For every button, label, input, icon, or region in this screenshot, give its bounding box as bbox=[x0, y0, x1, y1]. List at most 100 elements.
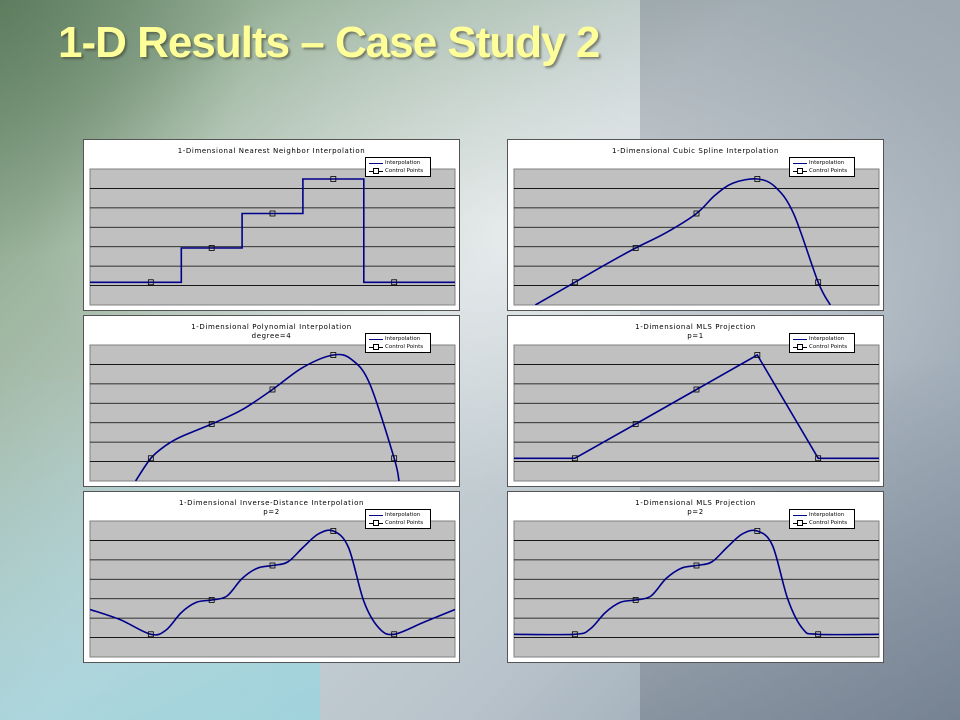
control-point-marker bbox=[147, 455, 154, 462]
chart-svg bbox=[513, 344, 880, 482]
control-point-marker bbox=[693, 386, 700, 393]
chart-svg bbox=[513, 168, 880, 306]
legend-label: Control Points bbox=[809, 168, 848, 174]
plot-area bbox=[89, 344, 456, 482]
control-point-marker bbox=[330, 528, 337, 534]
control-point-marker bbox=[269, 386, 276, 393]
legend-item-interpolation: Interpolation bbox=[369, 511, 427, 519]
chart-panel-mls1: 1-Dimensional MLS Projection p=1 Interpola… bbox=[507, 315, 884, 487]
chart-panel-inverse: 1-Dimensional Inverse-Distance Interpola… bbox=[83, 491, 460, 663]
slide-title: 1-D Results – Case Study 2 bbox=[58, 18, 600, 67]
chart-svg bbox=[89, 344, 456, 482]
control-point-marker bbox=[391, 279, 398, 286]
control-point-marker bbox=[391, 631, 398, 638]
chart-svg bbox=[513, 520, 880, 658]
control-point-marker bbox=[330, 352, 337, 358]
legend-marker-icon bbox=[793, 520, 807, 526]
chart-legend: Interpolation Control Points bbox=[789, 157, 855, 177]
legend-item-interpolation: Interpolation bbox=[793, 335, 851, 343]
chart-panel-nearest: 1-Dimensional Nearest Neighbor Interpola… bbox=[83, 139, 460, 311]
legend-label: Interpolation bbox=[385, 160, 421, 166]
chart-title: 1-Dimensional Cubic Spline Interpolation bbox=[612, 147, 779, 155]
interpolation-line bbox=[534, 178, 832, 305]
chart-panel-polynomial: 1-Dimensional Polynomial Interpolation de… bbox=[83, 315, 460, 487]
legend-item-interpolation: Interpolation bbox=[369, 335, 427, 343]
legend-label: Interpolation bbox=[809, 512, 845, 518]
chart-subtitle: p=2 bbox=[687, 508, 704, 516]
plot-area bbox=[513, 520, 880, 658]
plot-area bbox=[513, 344, 880, 482]
chart-panel-cubic: 1-Dimensional Cubic Spline Interpolation… bbox=[507, 139, 884, 311]
legend-line-icon bbox=[369, 514, 383, 516]
control-point-marker bbox=[571, 455, 578, 462]
control-point-marker bbox=[815, 631, 822, 638]
control-point-marker bbox=[208, 245, 215, 251]
legend-label: Interpolation bbox=[385, 512, 421, 518]
control-point-marker bbox=[147, 279, 154, 286]
legend-item-control-points: Control Points bbox=[793, 167, 851, 175]
legend-label: Interpolation bbox=[809, 160, 845, 166]
chart-subtitle: p=2 bbox=[263, 508, 280, 516]
legend-line-icon bbox=[793, 162, 807, 164]
legend-label: Interpolation bbox=[385, 336, 421, 342]
legend-marker-icon bbox=[793, 344, 807, 350]
legend-line-icon bbox=[369, 338, 383, 340]
legend-label: Control Points bbox=[385, 168, 424, 174]
legend-marker-icon bbox=[369, 344, 383, 350]
chart-subtitle: p=1 bbox=[687, 332, 704, 340]
chart-legend: Interpolation Control Points bbox=[789, 333, 855, 353]
legend-label: Interpolation bbox=[809, 336, 845, 342]
control-point-marker bbox=[754, 352, 761, 358]
chart-title: 1-Dimensional Inverse-Distance Interpola… bbox=[179, 499, 364, 507]
legend-marker-icon bbox=[793, 168, 807, 174]
control-point-marker bbox=[208, 421, 215, 427]
legend-item-control-points: Control Points bbox=[369, 343, 427, 351]
legend-marker-icon bbox=[369, 520, 383, 526]
plot-area bbox=[513, 168, 880, 306]
control-point-marker bbox=[632, 597, 639, 603]
legend-label: Control Points bbox=[809, 344, 848, 350]
chart-svg bbox=[89, 168, 456, 306]
legend-item-interpolation: Interpolation bbox=[793, 159, 851, 167]
plot-area bbox=[89, 520, 456, 658]
legend-label: Control Points bbox=[385, 520, 424, 526]
legend-item-control-points: Control Points bbox=[793, 519, 851, 527]
legend-item-interpolation: Interpolation bbox=[369, 159, 427, 167]
control-point-marker bbox=[693, 562, 700, 569]
chart-title: 1-Dimensional MLS Projection bbox=[635, 499, 756, 507]
chart-subtitle: degree=4 bbox=[251, 332, 292, 340]
interpolation-line bbox=[514, 529, 879, 636]
legend-item-control-points: Control Points bbox=[793, 343, 851, 351]
control-point-marker bbox=[147, 631, 154, 638]
interpolation-line bbox=[90, 529, 455, 636]
control-point-marker bbox=[269, 210, 276, 217]
legend-item-control-points: Control Points bbox=[369, 167, 427, 175]
legend-item-control-points: Control Points bbox=[369, 519, 427, 527]
chart-legend: Interpolation Control Points bbox=[365, 157, 431, 177]
legend-line-icon bbox=[793, 338, 807, 340]
legend-marker-icon bbox=[369, 168, 383, 174]
control-point-marker bbox=[754, 176, 761, 182]
control-point-marker bbox=[391, 455, 398, 462]
chart-svg bbox=[89, 520, 456, 658]
legend-line-icon bbox=[793, 514, 807, 516]
chart-legend: Interpolation Control Points bbox=[789, 509, 855, 529]
control-point-marker bbox=[571, 631, 578, 638]
control-point-marker bbox=[815, 455, 822, 462]
control-point-marker bbox=[330, 176, 337, 182]
interpolation-line bbox=[514, 353, 879, 460]
control-point-marker bbox=[693, 210, 700, 217]
chart-panel-mls2: 1-Dimensional MLS Projection p=2 Interpola… bbox=[507, 491, 884, 663]
control-point-marker bbox=[269, 562, 276, 569]
legend-label: Control Points bbox=[809, 520, 848, 526]
control-point-marker bbox=[632, 245, 639, 251]
chart-legend: Interpolation Control Points bbox=[365, 509, 431, 529]
control-point-marker bbox=[754, 528, 761, 534]
chart-title: 1-Dimensional MLS Projection bbox=[635, 323, 756, 331]
interpolation-line bbox=[90, 178, 455, 284]
legend-label: Control Points bbox=[385, 344, 424, 350]
control-point-marker bbox=[208, 597, 215, 603]
control-point-marker bbox=[632, 421, 639, 427]
legend-item-interpolation: Interpolation bbox=[793, 511, 851, 519]
control-point-marker bbox=[815, 279, 822, 286]
